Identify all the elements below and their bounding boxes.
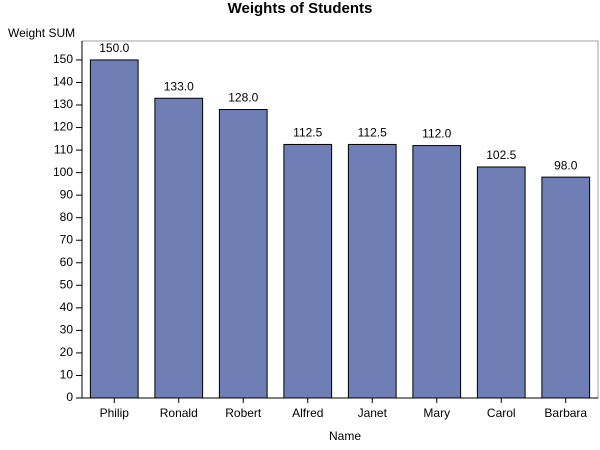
data-label: 112.0	[422, 127, 451, 141]
data-label: 150.0	[99, 41, 129, 55]
data-label: 128.0	[228, 91, 258, 105]
data-label: 112.5	[293, 126, 322, 140]
x-tick-label: Robert	[225, 406, 262, 420]
x-tick-label: Janet	[358, 406, 388, 420]
y-axis-label: Weight SUM	[8, 26, 75, 40]
y-tick-label: 120	[53, 120, 73, 134]
bar	[89, 59, 139, 399]
data-label: 98.0	[554, 158, 578, 172]
x-axis-label: Name	[329, 429, 361, 443]
y-tick-label: 90	[60, 187, 74, 201]
y-tick-label: 100	[53, 165, 73, 179]
y-tick-label: 30	[60, 323, 74, 337]
chart-title: Weights of Students	[228, 0, 373, 17]
y-tick-label: 70	[60, 232, 74, 246]
bar	[541, 176, 591, 399]
y-tick-label: 10	[60, 368, 74, 382]
data-label: 133.0	[164, 79, 194, 93]
y-tick-label: 50	[60, 277, 74, 291]
y-tick-label: 20	[60, 345, 74, 359]
x-tick-label: Ronald	[160, 406, 198, 420]
y-tick-label: 140	[53, 75, 73, 89]
y-tick-label: 130	[53, 97, 73, 111]
y-tick-label: 150	[53, 52, 73, 66]
bar	[412, 145, 462, 399]
y-tick-label: 110	[54, 142, 73, 156]
y-tick-label: 40	[60, 300, 74, 314]
bar	[283, 143, 333, 399]
bar	[476, 166, 526, 399]
y-tick-label: 60	[60, 255, 74, 269]
data-label: 102.5	[486, 148, 516, 162]
bar	[347, 143, 397, 399]
bar	[218, 109, 268, 399]
y-tick-label: 80	[60, 210, 74, 224]
data-label: 112.5	[358, 126, 387, 140]
x-tick-label: Alfred	[292, 406, 323, 420]
x-tick-label: Carol	[487, 406, 516, 420]
y-tick-label: 0	[66, 390, 73, 404]
x-tick-label: Philip	[100, 406, 130, 420]
x-tick-label: Mary	[423, 406, 450, 420]
bar	[154, 97, 204, 399]
x-tick-label: Barbara	[544, 406, 587, 420]
